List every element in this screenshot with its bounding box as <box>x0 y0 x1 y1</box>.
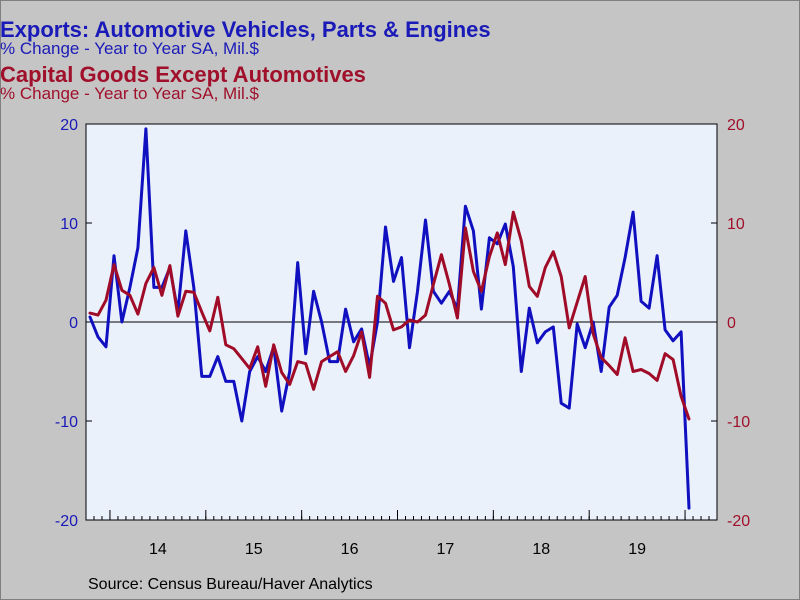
x-tick-label: 19 <box>628 541 646 558</box>
y-tick-label-left: 20 <box>60 117 78 134</box>
series2-title: Capital Goods Except Automotives <box>0 62 366 87</box>
x-tick-label: 16 <box>341 541 359 558</box>
source-note: Source: Census Bureau/Haver Analytics <box>88 576 373 593</box>
series1-subtitle: % Change - Year to Year SA, Mil.$ <box>0 39 259 58</box>
series-line-capital-goods <box>88 210 691 421</box>
x-tick-label: 14 <box>149 541 167 558</box>
series-line-exports-automotive <box>88 127 691 510</box>
y-tick-label-right: 0 <box>727 315 736 332</box>
x-tick-label: 15 <box>245 541 263 558</box>
y-tick-label-right: -10 <box>727 414 750 431</box>
plot-border <box>85 123 718 521</box>
x-tick-label: 18 <box>532 541 550 558</box>
y-tick-label-right: -20 <box>727 513 750 530</box>
x-tick-label: 17 <box>437 541 455 558</box>
y-tick-label-left: 10 <box>60 216 78 233</box>
series1-title: Exports: Automotive Vehicles, Parts & En… <box>0 17 491 42</box>
y-tick-label-right: 10 <box>727 216 745 233</box>
y-tick-label-left: -10 <box>55 414 78 431</box>
y-tick-label-left: 0 <box>69 315 78 332</box>
y-tick-label-left: -20 <box>55 513 78 530</box>
y-tick-label-right: 20 <box>727 117 745 134</box>
series2-subtitle: % Change - Year to Year SA, Mil.$ <box>0 84 259 103</box>
